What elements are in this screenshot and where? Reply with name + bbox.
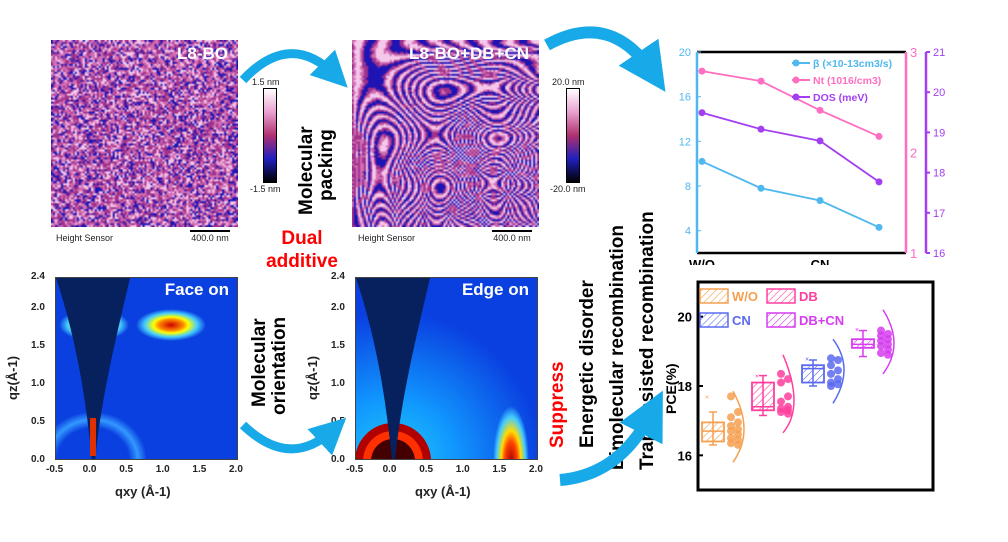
data-point — [784, 392, 792, 400]
nt-tick-label: 2 — [910, 146, 917, 161]
dos-tick-label: 16 — [933, 248, 945, 260]
data-point — [727, 427, 735, 435]
legend-label: DOS (meV) — [813, 92, 868, 104]
data-point — [877, 342, 885, 350]
data-point — [734, 418, 742, 426]
legend-marker — [793, 77, 800, 84]
data-point — [727, 413, 735, 421]
dos-tick-label: 20 — [933, 87, 945, 99]
data-point — [699, 109, 706, 116]
dos-tick-label: 21 — [933, 47, 945, 59]
data-point — [876, 178, 883, 185]
y-tick-label: 16 — [678, 448, 692, 463]
arrow-icon — [547, 32, 652, 72]
y-tick-label: 18 — [678, 379, 692, 394]
data-point — [758, 126, 765, 133]
outlier-marker: × — [855, 327, 859, 334]
x-tick-label: DB — [752, 263, 771, 265]
x-tick-label: W/O — [689, 257, 715, 265]
box — [702, 422, 724, 441]
x-tick-label: CN — [811, 257, 830, 265]
arrow-icon — [560, 412, 652, 480]
legend-swatch — [700, 289, 728, 303]
data-point — [827, 370, 835, 378]
legend-label: β (×10-13cm3/s) — [813, 58, 892, 70]
outlier-marker: × — [705, 394, 709, 401]
y-tick-label: 20 — [678, 310, 692, 325]
outlier-marker: × — [805, 356, 809, 363]
legend-swatch — [700, 313, 728, 327]
data-point — [834, 366, 842, 374]
legend-label: CN — [732, 313, 751, 328]
data-point — [876, 133, 883, 140]
arrow-icon — [243, 425, 333, 449]
nt-tick-label: 1 — [910, 246, 917, 261]
data-point — [827, 382, 835, 390]
x-tick-label: DB+CN — [856, 263, 901, 265]
dos-tick-label: 19 — [933, 127, 945, 139]
data-point — [817, 137, 824, 144]
data-point — [758, 185, 765, 192]
outlier-marker: × — [755, 374, 759, 381]
box-chart: 16 18 20 PCE(%) × W/O × DB × CN × DB+CN — [660, 275, 945, 500]
data-point — [699, 158, 706, 165]
nt-tick-label: 3 — [910, 45, 917, 60]
y-tick-label: 12 — [679, 136, 691, 148]
box — [802, 365, 824, 382]
data-point — [777, 379, 785, 387]
legend-label: W/O — [732, 289, 758, 304]
legend-swatch — [767, 313, 795, 327]
data-point — [827, 354, 835, 362]
y-tick-label: 16 — [679, 92, 691, 104]
legend-marker — [793, 60, 800, 67]
legend-swatch — [767, 289, 795, 303]
y-tick-label: 4 — [685, 226, 691, 238]
data-point — [777, 398, 785, 406]
dos-tick-label: 17 — [933, 208, 945, 220]
data-point — [777, 370, 785, 378]
box — [852, 339, 874, 348]
data-point — [834, 356, 842, 364]
series-line — [702, 113, 879, 182]
data-point — [758, 78, 765, 85]
y-tick-label: 20 — [679, 47, 691, 59]
legend-label: DB — [799, 289, 818, 304]
data-point — [817, 107, 824, 114]
series-line — [702, 161, 879, 227]
legend-label: DB+CN — [799, 313, 844, 328]
line-chart: 48121620123161718192021W/ODBCNDB+CNβ (×1… — [660, 40, 1000, 265]
arrow-icon — [243, 54, 335, 80]
data-point — [884, 351, 892, 359]
data-point — [877, 349, 885, 357]
data-point — [699, 68, 706, 75]
data-point — [777, 408, 785, 416]
dos-tick-label: 18 — [933, 168, 945, 180]
data-point — [727, 439, 735, 447]
data-point — [827, 361, 835, 369]
data-point — [784, 410, 792, 418]
y-axis-label: PCE(%) — [663, 363, 679, 414]
data-point — [876, 224, 883, 231]
y-tick-label: 8 — [685, 181, 691, 193]
legend-marker — [793, 94, 800, 101]
legend-label: Nt (1016/cm3) — [813, 75, 881, 87]
data-point — [817, 197, 824, 204]
